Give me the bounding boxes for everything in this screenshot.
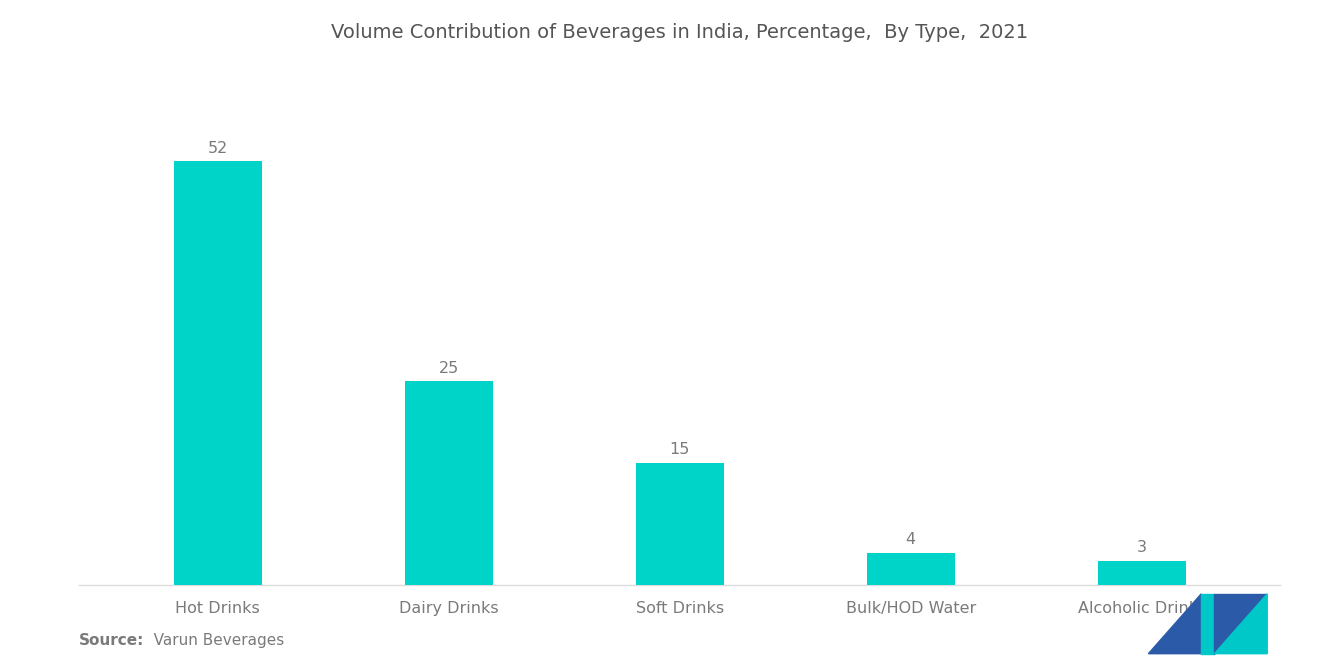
Text: Varun Beverages: Varun Beverages bbox=[139, 633, 284, 648]
Title: Volume Contribution of Beverages in India, Percentage,  By Type,  2021: Volume Contribution of Beverages in Indi… bbox=[331, 23, 1028, 42]
Text: 25: 25 bbox=[438, 360, 459, 376]
Bar bbox=[867, 553, 954, 585]
Text: 4: 4 bbox=[906, 532, 916, 547]
Polygon shape bbox=[1201, 594, 1214, 654]
Text: 15: 15 bbox=[669, 442, 690, 458]
Text: 52: 52 bbox=[207, 140, 228, 156]
Polygon shape bbox=[1214, 594, 1267, 654]
Bar bbox=[174, 162, 261, 585]
Bar bbox=[636, 463, 723, 585]
Text: 3: 3 bbox=[1137, 540, 1147, 555]
Polygon shape bbox=[1214, 594, 1267, 654]
Text: Source:: Source: bbox=[79, 633, 145, 648]
Polygon shape bbox=[1148, 594, 1201, 654]
Bar bbox=[1098, 561, 1185, 585]
Bar bbox=[405, 382, 492, 585]
